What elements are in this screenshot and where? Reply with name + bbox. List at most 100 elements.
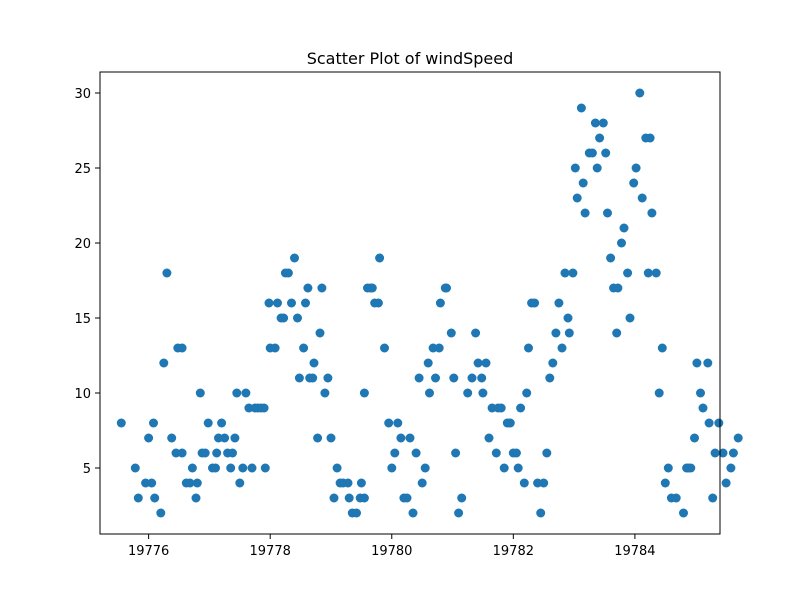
data-point <box>220 433 230 443</box>
data-point <box>560 268 570 278</box>
data-point <box>692 358 702 368</box>
data-point <box>203 418 213 428</box>
data-point <box>159 358 169 368</box>
data-point <box>420 463 430 473</box>
data-point <box>352 508 361 518</box>
data-point <box>477 373 487 383</box>
data-point <box>467 373 477 383</box>
data-point <box>329 493 339 503</box>
data-point <box>539 478 549 488</box>
data-point <box>435 298 445 308</box>
data-point <box>373 298 383 308</box>
data-point <box>393 418 403 428</box>
data-point <box>516 403 526 413</box>
data-point <box>273 298 282 308</box>
data-point <box>623 268 633 278</box>
data-point <box>496 403 506 413</box>
data-point <box>592 163 602 173</box>
data-point <box>563 313 573 323</box>
y-axis: 5 10 15 20 25 30 <box>74 87 100 477</box>
data-point <box>631 163 641 173</box>
data-point <box>260 463 270 473</box>
data-point <box>548 358 558 368</box>
data-point <box>177 448 187 458</box>
data-point <box>654 388 664 398</box>
data-point <box>425 388 434 398</box>
data-point <box>187 463 197 473</box>
data-point <box>643 268 653 278</box>
data-point <box>590 118 600 128</box>
y-tick-label: 20 <box>74 237 91 252</box>
data-point <box>513 463 523 473</box>
data-point <box>578 178 588 188</box>
x-tick-label: 19782 <box>493 544 534 559</box>
data-point <box>454 508 464 518</box>
data-point <box>572 193 582 203</box>
data-point <box>457 493 467 503</box>
data-point <box>287 298 296 308</box>
data-point <box>387 463 397 473</box>
data-point <box>290 253 299 263</box>
y-tick-label: 25 <box>74 162 91 177</box>
data-point <box>545 373 555 383</box>
data-point <box>259 403 269 413</box>
data-point <box>390 448 400 458</box>
data-point <box>726 463 736 473</box>
data-point <box>228 448 237 458</box>
data-point <box>637 193 647 203</box>
data-point <box>557 343 567 353</box>
data-point <box>587 148 597 158</box>
data-point <box>714 418 724 428</box>
data-point <box>149 418 158 428</box>
data-point <box>651 268 661 278</box>
data-point <box>551 328 561 338</box>
data-point <box>279 313 289 323</box>
data-point <box>463 388 473 398</box>
data-point <box>309 358 319 368</box>
data-point <box>718 448 728 458</box>
data-point <box>696 388 705 398</box>
data-point <box>484 433 494 443</box>
data-point <box>554 298 564 308</box>
data-point <box>247 463 257 473</box>
y-tick-label: 30 <box>74 87 91 102</box>
data-point <box>235 478 245 488</box>
x-axis: 19776 19778 19780 19782 19784 <box>128 534 656 559</box>
data-point <box>411 448 421 458</box>
data-point <box>241 388 251 398</box>
y-tick-label: 10 <box>74 387 91 402</box>
data-point <box>264 298 274 308</box>
data-point <box>226 463 236 473</box>
data-point <box>442 283 451 293</box>
data-point <box>217 418 227 428</box>
data-point <box>733 433 743 443</box>
data-point <box>606 253 616 263</box>
data-point <box>301 298 310 308</box>
data-point <box>303 283 313 293</box>
data-point <box>613 283 623 293</box>
data-point <box>414 373 424 383</box>
data-point <box>144 433 154 443</box>
data-point <box>431 373 440 383</box>
data-point <box>192 478 202 488</box>
data-point <box>130 463 140 473</box>
data-point <box>679 508 688 518</box>
data-point <box>663 463 673 473</box>
data-point <box>332 463 342 473</box>
data-point <box>617 238 626 248</box>
data-point <box>384 418 394 428</box>
x-tick-label: 19784 <box>614 544 655 559</box>
data-point <box>133 493 143 503</box>
data-point <box>481 358 491 368</box>
data-point <box>671 493 681 503</box>
data-point <box>200 448 210 458</box>
data-point <box>344 493 354 503</box>
y-tick-label: 15 <box>74 312 91 327</box>
data-point <box>511 448 521 458</box>
data-point <box>580 208 590 218</box>
data-point <box>162 268 172 278</box>
data-point <box>356 478 366 488</box>
data-point <box>728 448 738 458</box>
data-point <box>232 388 242 398</box>
